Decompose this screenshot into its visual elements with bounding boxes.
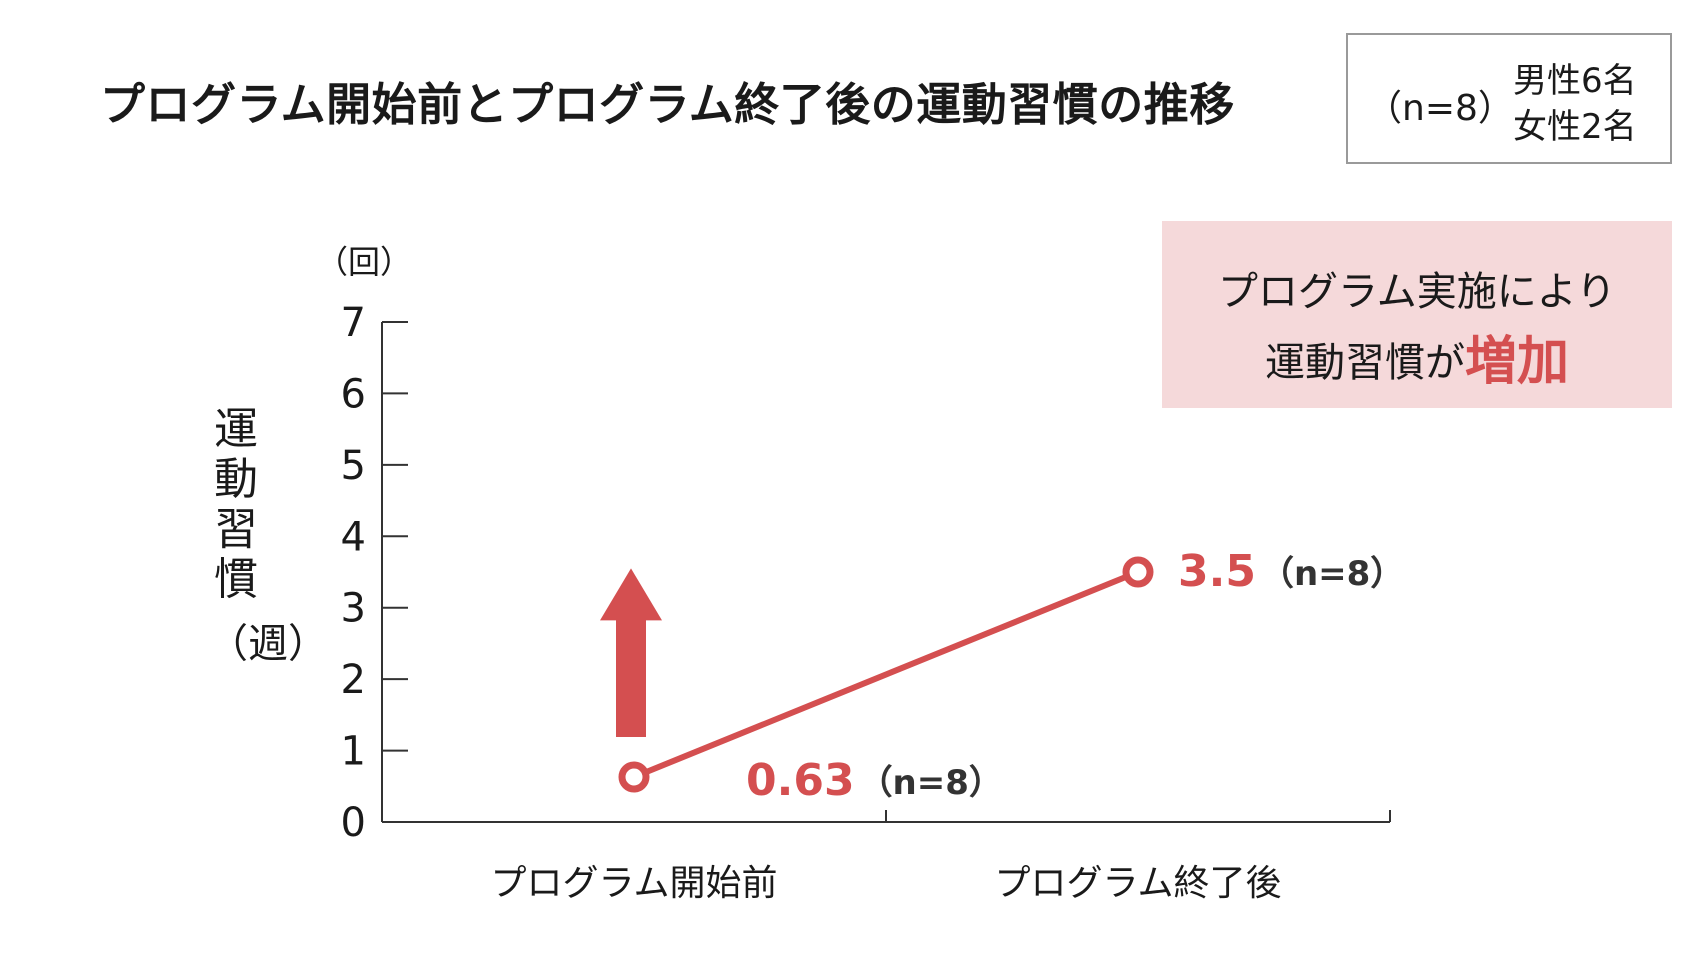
y-tick-label: 4	[341, 514, 366, 560]
callout-emphasis: 増加	[1464, 332, 1569, 392]
y-tick-label: 1	[341, 729, 366, 775]
y-tick-label: 7	[341, 300, 366, 346]
x-category-label: プログラム開始前	[491, 863, 778, 904]
data-value-label: 3.5	[1178, 546, 1256, 597]
data-n-label: （n=8）	[1260, 554, 1404, 594]
data-n-label: （n=8）	[859, 763, 1003, 803]
page-title: プログラム開始前とプログラム終了後の運動習慣の推移	[100, 78, 1235, 131]
y-tick-label: 0	[341, 800, 366, 846]
series-line	[632, 569, 1140, 780]
callout-line-1: プログラム実施により	[1218, 269, 1616, 315]
y-axis-label-char: 動	[214, 454, 258, 505]
sample-male-label: 男性6名	[1513, 61, 1637, 101]
y-tick-label: 6	[341, 371, 366, 417]
sample-size-box: （n=8） 男性6名 女性2名	[1346, 33, 1672, 164]
data-value-label: 0.63	[746, 755, 855, 806]
callout-line-2: 運動習慣が増加	[1162, 319, 1672, 394]
y-tick-label: 3	[341, 586, 366, 632]
y-axis-label-char: 習	[214, 504, 258, 555]
y-axis-unit: （回）	[316, 243, 413, 281]
sample-female-label: 女性2名	[1513, 107, 1637, 147]
data-point	[618, 761, 650, 793]
x-category-label: プログラム終了後	[995, 863, 1282, 904]
data-point	[1122, 556, 1154, 588]
y-tick-label: 5	[341, 443, 366, 489]
callout-line-2-prefix: 運動習慣が	[1264, 340, 1465, 386]
up-arrow-head	[600, 568, 662, 621]
sample-n-label: （n=8）	[1366, 88, 1514, 129]
y-axis-label-char: 慣	[214, 554, 258, 605]
y-axis-label-char: 運	[214, 404, 258, 455]
y-tick-label: 2	[341, 657, 366, 703]
result-callout: プログラム実施により 運動習慣が増加	[1162, 221, 1672, 408]
up-arrow-shaft	[616, 618, 646, 737]
